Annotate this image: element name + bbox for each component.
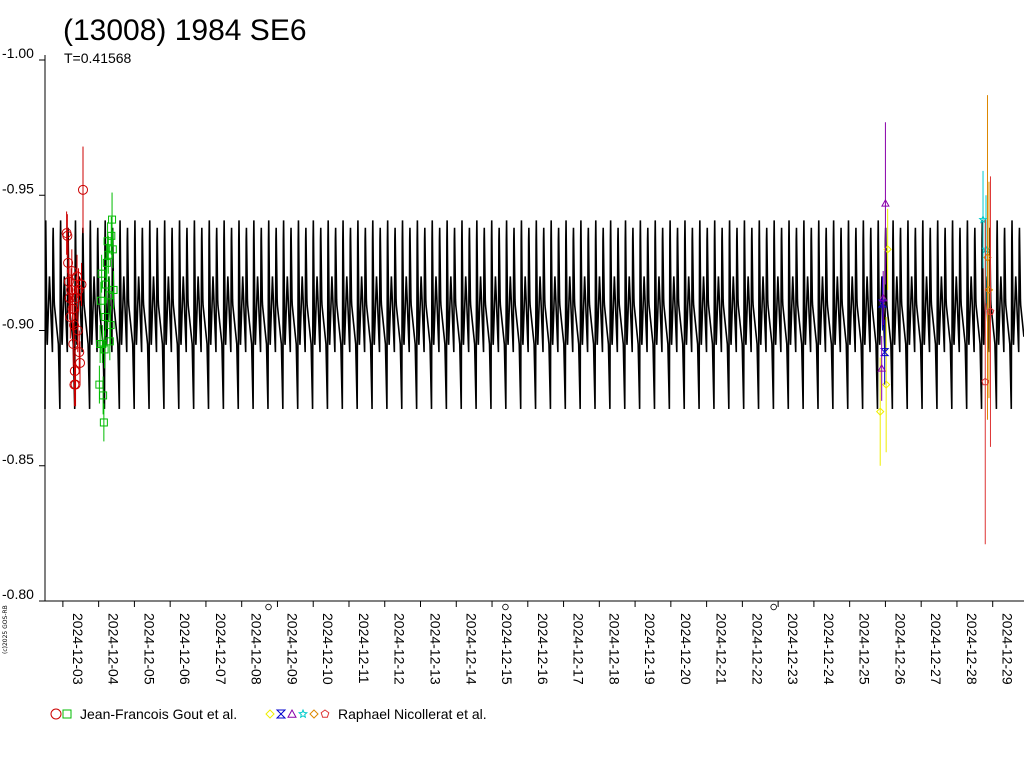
x-tick-label: 2024-12-18	[606, 613, 622, 685]
data-point	[77, 184, 88, 195]
series-triangle-4	[877, 122, 890, 401]
x-tick-label: 2024-12-26	[892, 613, 908, 685]
chart-title: (13008) 1984 SE6	[63, 14, 307, 47]
plot-area	[44, 95, 1024, 545]
x-tick-label: 2024-12-06	[177, 613, 193, 685]
x-tick-label: 2024-12-25	[857, 613, 873, 685]
data-point	[66, 284, 77, 295]
x-tick-label: 2024-12-24	[821, 613, 837, 685]
legend-circle-marker	[50, 708, 62, 720]
moon-phase-full-moon-icon	[502, 603, 509, 611]
legend-diamond-marker	[265, 709, 275, 719]
data-point	[104, 250, 113, 259]
data-point	[96, 296, 105, 305]
data-point	[76, 279, 87, 290]
series-square-1	[95, 192, 118, 442]
data-point	[105, 337, 114, 346]
data-point	[102, 280, 111, 289]
series-diamond-2	[875, 208, 892, 466]
series-diamond-6	[983, 95, 994, 420]
data-point	[63, 257, 74, 268]
model-curve	[44, 220, 1024, 409]
x-tick-label: 2024-12-16	[535, 613, 551, 685]
x-tick-label: 2024-12-14	[463, 613, 479, 685]
y-tick-label: -0.85	[2, 451, 34, 467]
legend: Jean-Francois Gout et al. Raphael Nicolle…	[50, 706, 487, 722]
legend-diamond-marker	[309, 709, 319, 719]
x-tick-label: 2024-12-09	[284, 613, 300, 685]
x-tick-label: 2024-12-23	[785, 613, 801, 685]
data-point	[877, 363, 887, 372]
data-point	[69, 379, 80, 390]
data-point	[64, 293, 75, 304]
chart-subtitle: T=0.41568	[64, 50, 132, 66]
x-tick-label: 2024-12-29	[1000, 613, 1016, 685]
data-point	[61, 228, 72, 239]
data-point	[879, 348, 890, 357]
x-tick-label: 2024-12-13	[428, 613, 444, 685]
data-point	[100, 345, 109, 354]
data-point	[881, 380, 891, 389]
series-pentagon-7	[981, 176, 995, 545]
x-tick-label: 2024-12-17	[571, 613, 587, 685]
y-tick-label: -0.90	[2, 316, 34, 332]
legend-square-marker	[62, 709, 72, 719]
data-point	[981, 377, 990, 386]
data-point	[69, 320, 80, 331]
y-tick-label: -0.80	[2, 586, 34, 602]
x-tick-label: 2024-12-11	[356, 613, 372, 684]
x-tick-label: 2024-12-21	[714, 613, 730, 685]
y-tick-label: -0.95	[2, 180, 34, 196]
data-point	[99, 391, 108, 400]
x-tick-label: 2024-12-12	[392, 613, 408, 685]
data-point	[875, 407, 885, 416]
x-axis: 2024-12-03 2024-12-04 2024-12-05 2024-12-06…	[45, 600, 1024, 685]
data-point	[99, 418, 108, 427]
data-point	[108, 245, 117, 254]
data-point	[72, 325, 83, 336]
legend-pentagon-marker	[320, 709, 330, 718]
x-tick-label: 2024-12-20	[678, 613, 694, 685]
series-circle-0	[61, 146, 88, 407]
y-axis: -1.00 -0.95 -0.90 -0.85 -0.80	[2, 45, 46, 602]
legend-star-marker	[297, 708, 309, 719]
x-tick-label: 2024-12-15	[499, 613, 515, 685]
data-point	[984, 285, 994, 295]
legend-hourglass-marker	[275, 709, 287, 719]
y-tick-label: -1.00	[2, 45, 34, 61]
x-tick-label: 2024-12-07	[213, 613, 229, 685]
data-point	[878, 293, 888, 302]
data-point	[106, 321, 115, 330]
legend-label: Raphael Nicollerat et al.	[338, 706, 487, 722]
x-tick-label: 2024-12-03	[70, 613, 86, 685]
legend-label: Jean-Francois Gout et al.	[80, 706, 237, 722]
x-tick-label: 2024-12-05	[141, 613, 157, 685]
x-tick-label: 2024-12-28	[964, 613, 980, 685]
moon-phase-last-quarter-icon	[770, 603, 777, 611]
x-tick-label: 2024-12-08	[249, 613, 265, 685]
data-point	[75, 357, 86, 368]
data-point	[881, 198, 890, 207]
x-tick-label: 2024-12-10	[320, 613, 336, 685]
data-point	[109, 285, 118, 294]
data-point	[105, 291, 114, 300]
x-tick-label: 2024-12-22	[749, 613, 765, 685]
data-point	[107, 231, 116, 240]
data-point	[67, 303, 78, 314]
data-point	[108, 215, 117, 224]
x-tick-label: 2024-12-04	[106, 613, 122, 685]
data-point	[986, 307, 995, 315]
data-point	[101, 312, 110, 321]
moon-phase-first-quarter-icon	[265, 603, 272, 611]
data-point	[102, 258, 111, 267]
data-point	[74, 347, 85, 358]
x-tick-label: 2024-12-19	[642, 613, 658, 685]
data-point	[66, 265, 77, 276]
data-point	[97, 269, 106, 278]
copyright-text: (c)2025 GOS-RB	[2, 605, 9, 654]
legend-triangle-marker	[287, 708, 297, 718]
x-tick-label: 2024-12-27	[928, 613, 944, 685]
data-point	[73, 284, 84, 295]
